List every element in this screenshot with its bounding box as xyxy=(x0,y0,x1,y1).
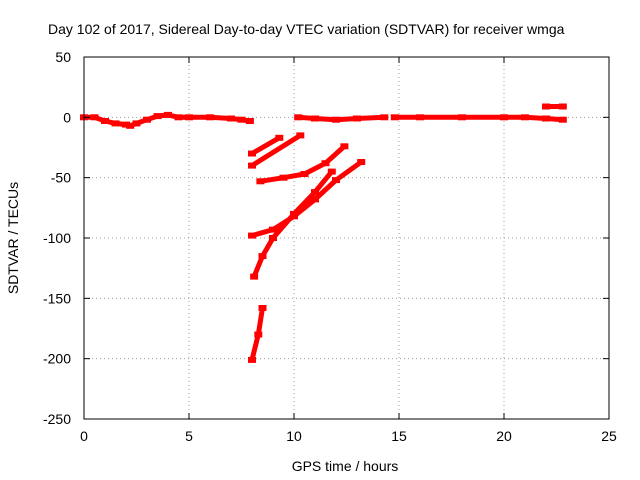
data-point xyxy=(357,159,366,165)
data-point xyxy=(153,113,162,120)
data-point xyxy=(311,196,319,203)
data-point xyxy=(185,114,193,121)
data-point xyxy=(311,115,319,122)
data-point xyxy=(101,118,109,124)
data-point xyxy=(279,174,288,181)
data-track-1 xyxy=(84,112,251,129)
data-point xyxy=(542,103,550,110)
x-tick-label: 10 xyxy=(286,428,302,444)
data-point xyxy=(416,114,424,121)
data-point xyxy=(258,305,267,311)
data-point xyxy=(294,114,303,121)
data-point xyxy=(296,132,305,139)
data-point xyxy=(245,118,254,124)
data-point xyxy=(340,143,349,150)
x-axis-label: GPS time / hours xyxy=(292,458,399,474)
data-point xyxy=(248,150,256,157)
data-point xyxy=(258,253,267,260)
data-point xyxy=(174,114,183,121)
data-point xyxy=(206,114,214,121)
x-tick-label: 25 xyxy=(601,428,617,444)
data-point xyxy=(250,273,259,280)
y-tick-label: -200 xyxy=(43,351,71,367)
data-point xyxy=(90,114,99,121)
data-point xyxy=(248,232,256,239)
y-axis-label: SDTVAR / TECUs xyxy=(5,182,21,294)
chart-title: Day 102 of 2017, Sidereal Day-to-day VTE… xyxy=(48,21,565,37)
data-point xyxy=(111,120,120,127)
axis-ticks: 0 5 10 15 20 25 -250 -200 -150 -100 -50 0 50 xyxy=(43,49,617,444)
data-point xyxy=(558,116,567,123)
y-tick-label: -150 xyxy=(43,290,71,306)
data-point xyxy=(248,162,256,169)
data-point xyxy=(237,116,246,123)
data-point xyxy=(269,235,277,241)
y-tick-label: -50 xyxy=(51,170,71,186)
data-point xyxy=(126,122,135,129)
data-point xyxy=(542,115,550,122)
data-track-6 xyxy=(250,133,302,168)
y-tick-label: 50 xyxy=(55,49,71,65)
data-point xyxy=(500,114,508,121)
data-point xyxy=(311,189,319,196)
data-track-9 xyxy=(251,170,334,278)
data-point xyxy=(300,171,309,177)
data-point xyxy=(290,210,298,217)
data-point xyxy=(332,116,340,123)
data-point xyxy=(122,121,130,128)
data-point xyxy=(143,116,151,123)
data-point xyxy=(332,177,340,184)
x-tick-label: 20 xyxy=(496,428,512,444)
x-tick-label: 15 xyxy=(391,428,407,444)
data-point xyxy=(380,114,389,121)
data-series-group xyxy=(80,103,567,363)
data-point xyxy=(390,114,399,121)
data-point xyxy=(254,331,263,338)
data-point xyxy=(458,114,466,121)
data-point xyxy=(248,356,256,363)
x-tick-label: 5 xyxy=(185,428,193,444)
data-point xyxy=(321,160,330,167)
data-point xyxy=(164,111,172,118)
data-point xyxy=(269,226,277,233)
grid xyxy=(84,57,609,419)
data-point xyxy=(327,168,336,175)
x-tick-label: 0 xyxy=(80,428,88,444)
y-tick-label: -250 xyxy=(43,411,71,427)
data-point xyxy=(275,134,284,141)
data-point xyxy=(521,114,529,121)
y-tick-label: 0 xyxy=(63,109,71,125)
data-point xyxy=(227,115,235,122)
plot-frame xyxy=(83,56,610,420)
data-point xyxy=(132,120,141,127)
y-tick-label: -100 xyxy=(43,230,71,246)
data-point xyxy=(558,103,567,110)
data-point xyxy=(353,115,361,122)
data-point xyxy=(256,178,265,185)
data-track-5 xyxy=(250,135,281,156)
